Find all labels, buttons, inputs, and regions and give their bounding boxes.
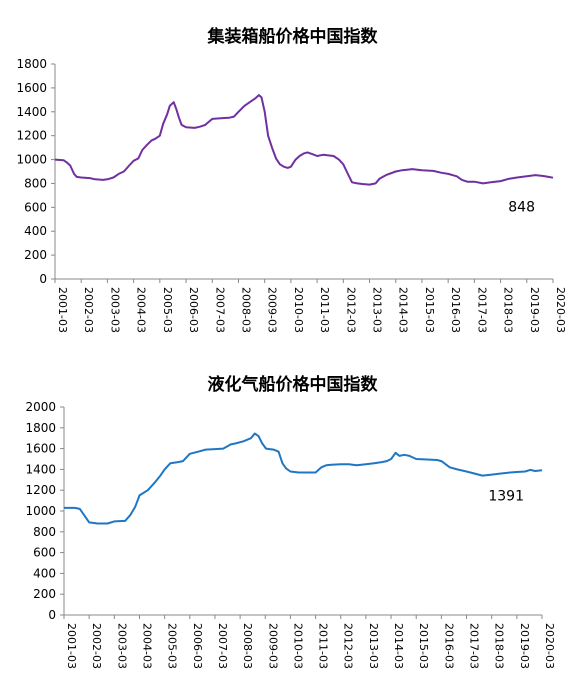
x-tick-label: 2011-03 [318, 287, 331, 333]
y-tick-label: 2000 [25, 400, 56, 414]
end-value-label: 1391 [488, 488, 524, 504]
y-tick-label: 1000 [16, 153, 47, 167]
x-tick-label: 2020-03 [543, 623, 556, 669]
x-tick-label: 2007-03 [213, 287, 226, 333]
x-tick-label: 2002-03 [90, 623, 103, 669]
x-tick-label: 2003-03 [108, 287, 121, 333]
x-tick-label: 2010-03 [292, 287, 305, 333]
x-tick-label: 2001-03 [65, 623, 78, 669]
x-tick-label: 2003-03 [115, 623, 128, 669]
series-line [64, 432, 543, 525]
y-tick-label: 200 [24, 248, 47, 262]
y-tick-label: 1200 [25, 483, 56, 497]
x-tick-label: 2018-03 [502, 287, 515, 333]
y-tick-label: 200 [33, 587, 56, 601]
x-tick-label: 2010-03 [291, 623, 304, 669]
x-tick-label: 2014-03 [397, 287, 410, 333]
x-tick-label: 2008-03 [241, 623, 254, 669]
line-plot: 0 200 400 600 800 1000 1200 1400 1600 1800 2001-03… [16, 57, 567, 333]
x-tick-label: 2011-03 [317, 623, 330, 669]
y-tick-label: 800 [33, 525, 56, 539]
x-tick-label: 2009-03 [266, 623, 279, 669]
x-tick-label: 2015-03 [417, 623, 430, 669]
chart-title: 集装箱船价格中国指数 [207, 27, 378, 47]
y-tick-label: 1000 [25, 504, 56, 518]
end-value-label: 848 [508, 200, 535, 216]
y-tick-label: 1400 [25, 462, 56, 476]
y-tick-label: 1400 [16, 105, 47, 119]
series-line [54, 94, 554, 186]
x-tick-label: 2019-03 [528, 287, 541, 333]
x-tick-label: 2005-03 [161, 287, 174, 333]
x-tick-label: 2004-03 [135, 287, 148, 333]
x-tick-label: 2013-03 [367, 623, 380, 669]
x-tick-label: 2008-03 [239, 287, 252, 333]
x-tick-label: 2009-03 [266, 287, 279, 333]
chart-title: 液化气船价格中国指数 [207, 375, 378, 395]
x-tick-label: 2017-03 [475, 287, 488, 333]
y-tick-label: 1800 [25, 421, 56, 435]
y-tick-label: 800 [24, 176, 47, 190]
y-tick-label: 400 [24, 224, 47, 238]
container-ship-price-chart: 集装箱船价格中国指数 0 200 400 600 800 1000 1200 1400 1600… [16, 27, 567, 333]
x-tick-label: 2016-03 [449, 287, 462, 333]
x-tick-label: 2015-03 [423, 287, 436, 333]
x-tick-label: 2012-03 [344, 287, 357, 333]
x-tick-label: 2004-03 [140, 623, 153, 669]
y-tick-label: 1800 [16, 57, 47, 71]
y-tick-label: 600 [33, 546, 56, 560]
y-tick-label: 0 [48, 608, 56, 622]
x-tick-label: 2020-03 [554, 287, 567, 333]
x-tick-label: 2019-03 [518, 623, 531, 669]
x-tick-label: 2005-03 [166, 623, 179, 669]
y-tick-label: 1600 [16, 81, 47, 95]
y-tick-label: 1600 [25, 442, 56, 456]
x-tick-label: 2006-03 [187, 287, 200, 333]
x-tick-label: 2018-03 [493, 623, 506, 669]
x-tick-label: 2016-03 [442, 623, 455, 669]
x-tick-label: 2006-03 [191, 623, 204, 669]
x-tick-label: 2007-03 [216, 623, 229, 669]
x-tick-label: 2012-03 [342, 623, 355, 669]
y-tick-label: 400 [33, 566, 56, 580]
x-tick-label: 2017-03 [468, 623, 481, 669]
lpg-ship-price-chart: 液化气船价格中国指数 0 200 400 600 800 1000 1200 1400 1600… [0, 350, 585, 700]
line-plot: 0 200 400 600 800 1000 1200 1400 1600 1800 2000 200… [25, 400, 556, 669]
x-tick-label: 2001-03 [56, 287, 69, 333]
x-tick-label: 2013-03 [371, 287, 384, 333]
y-tick-label: 600 [24, 200, 47, 214]
x-tick-label: 2014-03 [392, 623, 405, 669]
x-tick-label: 2002-03 [82, 287, 95, 333]
y-tick-label: 0 [39, 272, 47, 286]
y-tick-label: 1200 [16, 129, 47, 143]
